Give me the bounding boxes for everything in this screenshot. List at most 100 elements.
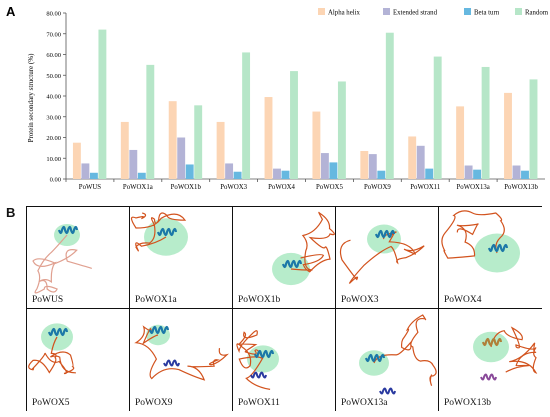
- protein-structure-icon: [272, 211, 335, 286]
- y-tick-label: 80.00: [46, 11, 61, 18]
- legend-swatch: [464, 8, 471, 15]
- bar-extended-strand: [464, 165, 473, 179]
- x-tick-label: PoWOX1a: [123, 184, 153, 191]
- protein-structure-icon: [441, 210, 520, 273]
- y-tick-label: 10.00: [46, 156, 61, 163]
- secondary-helix: [379, 387, 396, 395]
- bar-extended-strand: [81, 163, 90, 179]
- bar-alpha-helix: [216, 121, 225, 179]
- helix-ribbon: [487, 243, 509, 253]
- x-tick-label: PoWOX4: [268, 184, 295, 191]
- y-axis-label: Protein secondary structure (%): [27, 53, 35, 142]
- x-tick-label: PoWOX5: [316, 184, 343, 191]
- bar-alpha-helix: [504, 92, 512, 179]
- structure-panel: PoWOX11: [233, 309, 336, 411]
- bar-random-coil: [242, 52, 251, 179]
- bar-beta-turn: [233, 171, 242, 179]
- bar-random-coil: [146, 64, 155, 179]
- helix-ribbon: [364, 353, 386, 363]
- y-tick-label: 70.00: [46, 31, 61, 38]
- x-tick-label: PoWOX1b: [171, 184, 202, 191]
- structure-panel: PoWOX13b: [439, 309, 542, 411]
- structure-label: PoWUS: [32, 295, 64, 305]
- protein-structure-icon: [339, 224, 425, 284]
- y-tick-label: 0.00: [50, 177, 61, 184]
- structure-panel: PoWOX9: [130, 309, 233, 411]
- bar-beta-turn: [329, 162, 338, 179]
- bar-extended-strand: [225, 163, 234, 179]
- structure-label: PoWOX4: [444, 295, 482, 305]
- bar-alpha-helix: [168, 101, 177, 179]
- structure-panel: PoWOX13a: [336, 309, 439, 411]
- bar-alpha-helix: [456, 106, 465, 179]
- structure-label: PoWOX1a: [135, 295, 177, 305]
- bar-extended-strand: [273, 168, 281, 179]
- bar-extended-strand: [320, 153, 329, 179]
- structure-label: PoWOX5: [32, 398, 70, 408]
- structure-panel: PoWUS: [27, 207, 130, 309]
- y-tick-label: 60.00: [46, 52, 61, 59]
- bar-random-coil: [337, 81, 346, 179]
- structure-panel: PoWOX4: [439, 207, 542, 309]
- y-tick-label: 50.00: [46, 73, 61, 80]
- bar-alpha-helix: [72, 142, 81, 179]
- helix-ribbon: [156, 227, 178, 237]
- structure-label: PoWOX13a: [341, 398, 388, 408]
- bar-random-coil: [433, 56, 442, 180]
- structure-panel: PoWOX1a: [130, 207, 233, 309]
- panel-a-label: A: [6, 4, 16, 19]
- helix-ribbon: [57, 225, 79, 235]
- structure-label: PoWOX13b: [444, 398, 491, 408]
- bar-beta-turn: [281, 170, 290, 179]
- legend-swatch: [515, 8, 522, 15]
- bar-random-coil: [529, 79, 538, 179]
- legend-swatch: [383, 8, 390, 15]
- x-tick-label: PoWOX13b: [504, 184, 538, 191]
- protein-structure-icon: [236, 330, 279, 390]
- coil-trace: [490, 326, 538, 374]
- bar-random-coil: [481, 66, 490, 179]
- bar-random-coil: [194, 105, 203, 179]
- bar-alpha-helix: [264, 97, 273, 179]
- protein-structure-icon: [134, 324, 229, 381]
- coil-trace: [130, 212, 187, 252]
- structure-panel: PoWOX3: [336, 207, 439, 309]
- legend-entry: Beta turn: [474, 10, 500, 17]
- structure-panel: PoWOX5: [27, 309, 130, 411]
- bar-beta-turn: [137, 172, 146, 179]
- secondary-helix: [480, 373, 497, 381]
- coil-trace: [32, 234, 92, 294]
- coil-trace: [373, 314, 437, 386]
- helix-ribbon: [481, 337, 503, 347]
- plot-area: 0.00 10.00 20.00 30.00 40.00 50.00 60.00 70.00 8…: [46, 11, 545, 191]
- x-tick-label: PoWOX13a: [457, 184, 490, 191]
- structure-grid: PoWUS PoWOX1a PoWOX1b PoWOX3 PoWOX4 PoWOX5 PoW…: [26, 206, 542, 411]
- protein-structure-icon: [473, 326, 538, 381]
- bar-extended-strand: [416, 145, 425, 179]
- bar-chart: A Protein secondary structure (%) 0.00 10…: [6, 4, 550, 191]
- helix-ribbon: [253, 349, 275, 359]
- bar-extended-strand: [512, 165, 521, 179]
- legend-entry: Random coil: [525, 10, 550, 17]
- bar-extended-strand: [129, 149, 138, 179]
- bar-beta-turn: [377, 170, 386, 179]
- coil-trace: [28, 336, 76, 375]
- x-tick-label: PoWOX11: [410, 184, 440, 191]
- bar-beta-turn: [521, 170, 529, 179]
- protein-structure-icon: [130, 212, 188, 256]
- structure-label: PoWOX3: [341, 295, 379, 305]
- helix-ribbon: [281, 259, 303, 269]
- y-tick-label: 40.00: [46, 94, 61, 101]
- protein-structure-icon: [28, 323, 76, 375]
- legend-entry: Alpha helix: [328, 10, 361, 17]
- legend-swatch: [318, 8, 325, 15]
- bar-alpha-helix: [120, 121, 129, 179]
- bar-beta-turn: [89, 172, 98, 179]
- coil-trace: [236, 330, 271, 390]
- helix-ribbon: [148, 325, 170, 335]
- bar-extended-strand: [177, 137, 186, 179]
- protein-structure-icon: [32, 223, 92, 294]
- panel-b-label: B: [6, 205, 16, 220]
- bar-beta-turn: [473, 169, 482, 179]
- x-tick-label: PoWOX9: [364, 184, 391, 191]
